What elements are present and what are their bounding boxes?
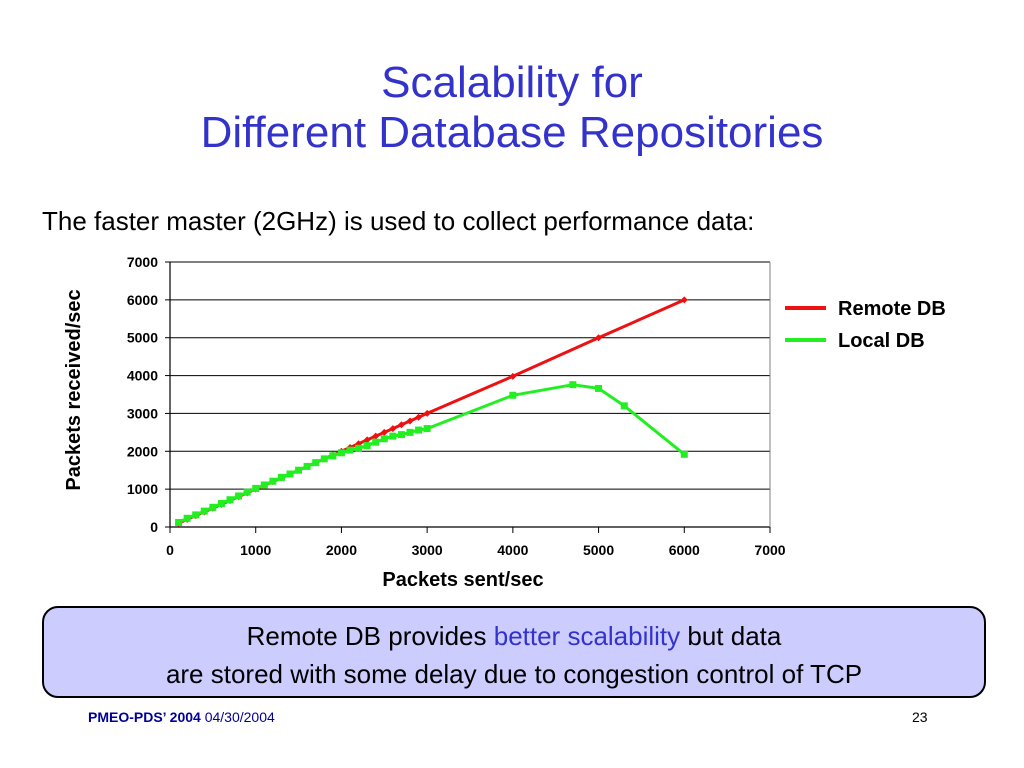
series-layer xyxy=(175,296,688,527)
data-point-local-db xyxy=(363,442,371,450)
x-tick-label: 6000 xyxy=(669,542,700,558)
data-point-remote-db xyxy=(380,428,388,436)
conclusion-highlight: better scalability xyxy=(493,621,681,651)
data-point-local-db xyxy=(183,514,191,522)
x-tick-label: 2000 xyxy=(326,542,357,558)
x-tick-label: 1000 xyxy=(240,542,271,558)
data-point-local-db xyxy=(680,450,688,458)
data-point-remote-db xyxy=(355,440,363,448)
x-tick-label: 4000 xyxy=(497,542,528,558)
data-point-local-db xyxy=(303,462,311,470)
data-point-local-db xyxy=(595,384,603,392)
data-point-local-db xyxy=(337,449,345,457)
data-point-remote-db xyxy=(680,296,688,304)
data-point-local-db xyxy=(569,381,577,389)
data-point-local-db xyxy=(217,500,225,508)
series-line-local-db xyxy=(177,383,686,524)
data-point-remote-db xyxy=(389,425,397,433)
data-point-local-db xyxy=(192,511,200,519)
x-tick-label: 5000 xyxy=(583,542,614,558)
data-point-local-db xyxy=(252,484,260,492)
legend-label-remote-db: Remote DB xyxy=(838,298,946,320)
data-point-local-db xyxy=(389,432,397,440)
x-axis-label: Packets sent/sec xyxy=(382,569,543,591)
data-point-local-db xyxy=(509,391,517,399)
y-tick-label: 7000 xyxy=(127,254,158,270)
footer-conference: PMEO-PDS’ 2004 xyxy=(88,709,201,725)
conclusion-text-start: Remote DB provides xyxy=(246,621,494,651)
conclusion-line-1: Remote DB provides better scalability bu… xyxy=(44,617,984,655)
data-point-local-db xyxy=(397,431,405,439)
data-point-local-db xyxy=(277,473,285,481)
data-point-local-db xyxy=(295,466,303,474)
data-point-local-db xyxy=(235,492,243,500)
data-point-local-db xyxy=(406,428,414,436)
x-tick-label: 0 xyxy=(166,542,174,558)
title-line-1: Scalability for xyxy=(381,58,643,107)
data-point-remote-db xyxy=(423,409,431,417)
series-local-db xyxy=(175,381,688,526)
y-axis-label: Packets received/sec xyxy=(63,289,85,490)
data-point-local-db xyxy=(380,435,388,443)
data-point-local-db xyxy=(415,426,423,434)
y-tick-labels: 0 1000 2000 3000 4000 5000 6000 7000 xyxy=(127,254,158,535)
legend: Remote DB Local DB xyxy=(785,298,946,352)
data-point-local-db xyxy=(243,488,251,496)
data-point-remote-db xyxy=(363,436,371,444)
data-point-local-db xyxy=(423,425,431,433)
x-tick-label: 3000 xyxy=(412,542,443,558)
slide-title: Scalability for Different Database Repos… xyxy=(0,58,1024,158)
data-point-local-db xyxy=(175,518,183,526)
conclusion-text-end: but data xyxy=(680,621,782,651)
data-point-local-db xyxy=(286,470,294,478)
legend-label-local-db: Local DB xyxy=(838,330,925,352)
data-point-local-db xyxy=(226,496,234,504)
data-point-remote-db xyxy=(595,334,603,342)
y-tick-label: 1000 xyxy=(127,481,158,497)
gridlines xyxy=(170,261,770,490)
data-point-remote-db xyxy=(415,413,423,421)
page-number: 23 xyxy=(912,709,928,725)
data-point-remote-db xyxy=(372,432,380,440)
data-point-local-db xyxy=(260,481,268,489)
data-point-remote-db xyxy=(509,372,517,380)
conclusion-box: Remote DB provides better scalability bu… xyxy=(42,606,986,698)
y-tick-label: 2000 xyxy=(127,443,158,459)
data-point-local-db xyxy=(200,507,208,515)
y-tick-label: 0 xyxy=(150,519,158,535)
data-point-local-db xyxy=(329,452,337,460)
title-line-2: Different Database Repositories xyxy=(200,108,824,157)
y-tick-label: 6000 xyxy=(127,292,158,308)
data-point-local-db xyxy=(312,459,320,467)
y-tick-label: 4000 xyxy=(127,368,158,384)
data-point-local-db xyxy=(209,503,217,511)
data-point-remote-db xyxy=(397,421,405,429)
data-point-local-db xyxy=(355,444,363,452)
conclusion-line-2: are stored with some delay due to conges… xyxy=(165,659,863,689)
data-point-local-db xyxy=(320,455,328,463)
axes xyxy=(165,261,771,533)
x-tick-labels: 0 1000 2000 3000 4000 5000 6000 7000 xyxy=(166,542,786,558)
data-point-local-db xyxy=(346,446,354,454)
subtitle: The faster master (2GHz) is used to coll… xyxy=(42,206,755,236)
y-tick-label: 3000 xyxy=(127,405,158,421)
footer-date: 04/30/2004 xyxy=(204,709,275,725)
footer-left: PMEO-PDS’ 2004 04/30/2004 xyxy=(88,709,275,725)
data-point-remote-db xyxy=(406,417,414,425)
data-point-local-db xyxy=(269,477,277,485)
y-tick-label: 5000 xyxy=(127,330,158,346)
line-chart: 0 1000 2000 3000 4000 5000 6000 7000 0 1000 2000 3… xyxy=(63,254,946,591)
data-point-local-db xyxy=(620,402,628,410)
data-point-local-db xyxy=(372,438,380,446)
series-remote-db xyxy=(175,296,688,527)
x-tick-label: 7000 xyxy=(754,542,785,558)
